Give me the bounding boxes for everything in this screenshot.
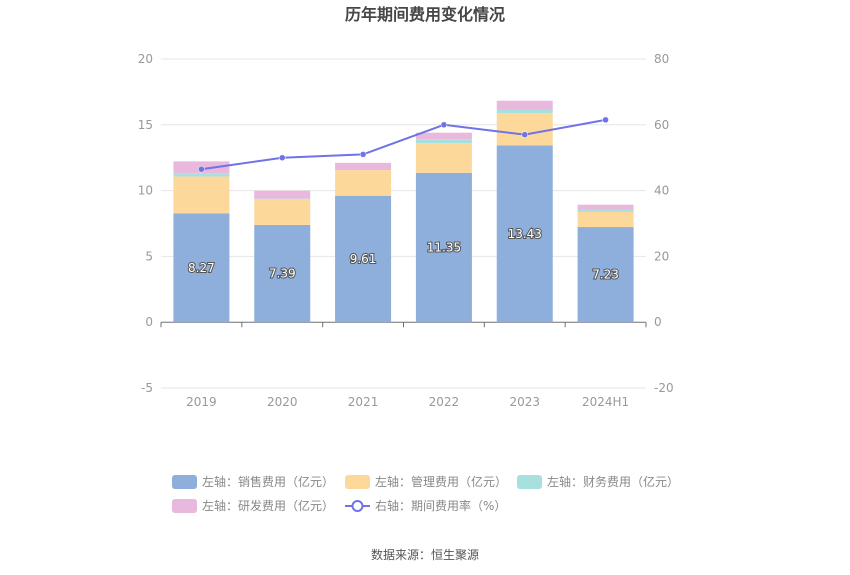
- y-left-tick-label: -5: [141, 381, 153, 395]
- legend-label: 右轴：期间费用率（%）: [375, 498, 506, 513]
- bar-segment-2[interactable]: [496, 113, 553, 146]
- bar-segment-3[interactable]: [415, 139, 472, 144]
- bar-data-label: 7.23: [592, 268, 619, 282]
- bar-segment-2[interactable]: [577, 211, 634, 228]
- legend-item-3[interactable]: 左轴：财务费用（亿元）: [517, 474, 679, 489]
- bar-segment-2[interactable]: [335, 170, 392, 196]
- y-right-tick-label: 40: [654, 184, 669, 198]
- legend-item-1[interactable]: 左轴：销售费用（亿元）: [172, 474, 334, 489]
- bar-segment-4[interactable]: [577, 204, 634, 210]
- legend-swatch: [345, 475, 370, 489]
- y-left-tick-label: 15: [138, 118, 153, 132]
- y-left-tick-label: 5: [145, 249, 153, 263]
- y-right-tick-label: -20: [654, 381, 674, 395]
- y-left-tick-label: 0: [145, 315, 153, 329]
- line-layer: [198, 116, 609, 173]
- bar-segment-1[interactable]: [335, 195, 392, 323]
- bar-segment-2[interactable]: [173, 176, 230, 214]
- bar-data-label: 11.35: [427, 241, 461, 255]
- bar-segment-1[interactable]: [496, 145, 553, 323]
- legend-item-5[interactable]: 右轴：期间费用率（%）: [345, 498, 506, 513]
- bar-segment-3[interactable]: [577, 209, 634, 212]
- bar-data-label: 13.43: [508, 227, 542, 241]
- y-left-tick-label: 20: [138, 52, 153, 66]
- line-point[interactable]: [279, 154, 286, 161]
- bar-segment-4[interactable]: [496, 100, 553, 110]
- axis-layer: -5 0 5 10 15 20 -20 0 20 40 60 80 2019 2020 2021 2022 20…: [138, 52, 674, 409]
- bar-segment-1[interactable]: [173, 213, 230, 323]
- bar-segment-4[interactable]: [254, 190, 311, 199]
- y-right-tick-label: 80: [654, 52, 669, 66]
- bar-segment-1[interactable]: [254, 224, 311, 323]
- y-left-tick-label: 10: [138, 184, 153, 198]
- bar-layer: [173, 100, 634, 323]
- bar-segment-4[interactable]: [415, 132, 472, 140]
- source-note: 数据来源：恒生聚源: [371, 547, 479, 562]
- legend-item-2[interactable]: 左轴：管理费用（亿元）: [345, 474, 507, 489]
- line-point[interactable]: [602, 116, 609, 124]
- y-right-tick-label: 0: [654, 315, 662, 329]
- chart-title: 历年期间费用变化情况: [345, 5, 505, 24]
- y-right-tick-label: 20: [654, 249, 669, 263]
- legend-label: 左轴：管理费用（亿元）: [375, 474, 507, 489]
- data-label-layer: 8.27 7.39 9.61 11.35 13.43 7.23: [187, 226, 620, 283]
- legend-swatch: [172, 499, 197, 513]
- grid-layer: [161, 58, 646, 389]
- legend-label: 左轴：销售费用（亿元）: [202, 474, 334, 489]
- bar-segment-3[interactable]: [254, 198, 311, 200]
- bar-segment-3[interactable]: [173, 173, 230, 177]
- legend-swatch: [517, 475, 542, 489]
- legend-label: 左轴：财务费用（亿元）: [547, 474, 679, 489]
- bar-data-label: 7.39: [269, 267, 296, 281]
- legend-circle-icon: [351, 500, 364, 512]
- legend-label: 左轴：研发费用（亿元）: [202, 498, 334, 513]
- bar-segment-1[interactable]: [415, 172, 472, 323]
- bar-data-label: 8.27: [188, 261, 215, 275]
- legend-item-4[interactable]: 左轴：研发费用（亿元）: [172, 498, 334, 513]
- bar-segment-1[interactable]: [577, 227, 634, 323]
- line-point[interactable]: [198, 165, 205, 173]
- x-tick-label: 2021: [348, 395, 379, 409]
- x-tick-label: 2022: [429, 395, 460, 409]
- legend[interactable]: 左轴：销售费用（亿元） 左轴：管理费用（亿元） 左轴：财务费用（亿元） 左轴：研发费用…: [172, 474, 679, 513]
- bar-segment-2[interactable]: [254, 199, 311, 225]
- legend-swatch: [172, 475, 197, 489]
- bar-data-label: 9.61: [350, 252, 377, 266]
- x-tick-label: 2023: [509, 395, 540, 409]
- line-point[interactable]: [359, 151, 367, 158]
- x-tick-label: 2020: [267, 395, 298, 409]
- x-tick-label: 2019: [186, 395, 217, 409]
- y-right-tick-label: 60: [654, 118, 669, 132]
- x-tick-label: 2024H1: [582, 395, 629, 409]
- line-point[interactable]: [440, 121, 448, 129]
- bar-segment-2[interactable]: [415, 143, 472, 173]
- bar-segment-3[interactable]: [496, 109, 553, 114]
- line-series-path: [201, 118, 606, 171]
- line-point[interactable]: [521, 131, 528, 138]
- bar-segment-4[interactable]: [335, 162, 392, 171]
